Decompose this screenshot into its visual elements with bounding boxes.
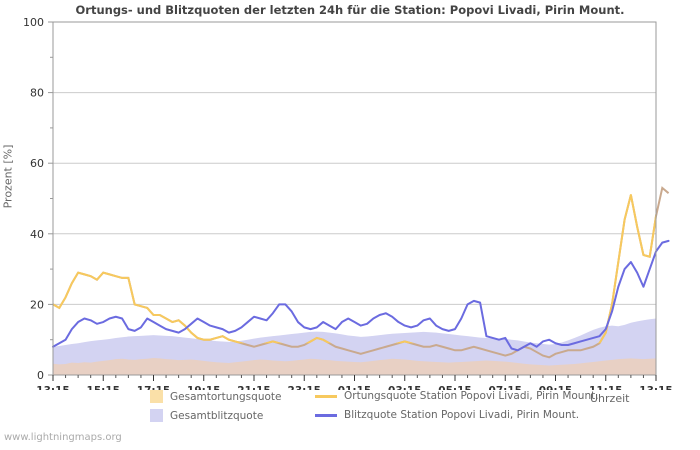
x-tick-label: 17:15: [137, 385, 170, 390]
legend-swatch-icon: [150, 390, 163, 403]
area-gesamtortungsquote: [53, 358, 656, 375]
x-tick-label: 15:15: [87, 385, 120, 390]
legend-label: Gesamtortungsquote: [170, 390, 282, 403]
x-tick-label: 07:15: [489, 385, 522, 390]
y-tick-label: 100: [23, 16, 44, 29]
legend-label: Blitzquote Station Popovi Livadi, Pirin …: [344, 409, 580, 421]
y-tick-label: 40: [30, 228, 44, 241]
x-tick-label: 05:15: [438, 385, 471, 390]
footer-watermark: www.lightningmaps.org: [4, 432, 122, 443]
y-tick-label: 60: [30, 157, 44, 170]
chart-title: Ortungs- und Blitzquoten der letzten 24h…: [75, 3, 625, 17]
x-axis-label: Uhrzeit: [590, 392, 630, 405]
x-tick-label: 21:15: [237, 385, 270, 390]
chart-legend: Gesamtortungsquote Gesamtblitzquote Ortung…: [150, 390, 690, 430]
legend-line-icon: [315, 394, 337, 398]
x-tick-label: 19:15: [187, 385, 220, 390]
x-tick-label: 09:15: [539, 385, 572, 390]
x-tick-label: 01:15: [338, 385, 371, 390]
legend-item[interactable]: Ortungsquote Station Popovi Livadi, Piri…: [315, 390, 599, 402]
legend-label: Gesamtblitzquote: [170, 409, 264, 422]
y-axis-label: Prozent [%]: [1, 144, 15, 209]
y-tick-label: 0: [37, 369, 44, 382]
legend-item[interactable]: Gesamtblitzquote: [150, 409, 263, 422]
legend-label: Ortungsquote Station Popovi Livadi, Piri…: [344, 390, 599, 402]
y-tick-label: 80: [30, 87, 44, 100]
y-tick-label: 20: [30, 298, 44, 311]
x-tick-label: 13:15: [36, 385, 69, 390]
legend-item[interactable]: Gesamtortungsquote: [150, 390, 281, 403]
x-tick-label: 23:15: [288, 385, 321, 390]
x-tick-label: 13:15: [639, 385, 672, 390]
line-ortungsquote-station: [53, 193, 656, 344]
plot-area: 0 20 40 60 80 100 13:15 15:15 17:15 19:15 21:15 23:…: [23, 16, 673, 390]
legend-item[interactable]: Blitzquote Station Popovi Livadi, Pirin …: [315, 409, 579, 421]
legend-line-icon: [315, 413, 337, 417]
line-blitzquote-station: [52, 239, 670, 352]
legend-swatch-icon: [150, 409, 163, 422]
x-tick-label: 11:15: [589, 385, 622, 390]
x-tick-label: 03:15: [388, 385, 421, 390]
